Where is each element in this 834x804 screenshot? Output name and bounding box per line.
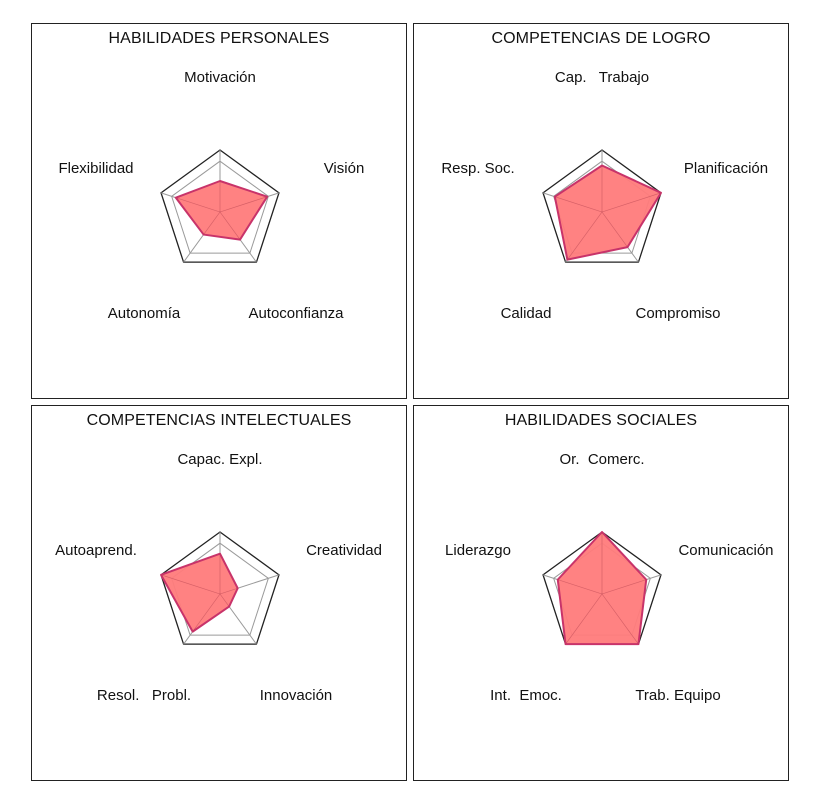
- axis-label: Resol. Probl.: [97, 687, 191, 704]
- radar-spoke-overlay: [219, 196, 268, 213]
- radar-data-area: [553, 164, 662, 261]
- chart-title: HABILIDADES PERSONALES: [108, 30, 330, 47]
- radar-spoke-overlay: [219, 587, 238, 595]
- radar-panel-logro: COMPETENCIAS DE LOGRO Cap. Trabajo Planif…: [413, 23, 789, 399]
- axis-label: Or. Comerc.: [559, 451, 644, 468]
- radar-spoke-overlay: [601, 593, 639, 645]
- axis-label: Liderazgo: [445, 542, 511, 559]
- axis-label: Visión: [324, 160, 365, 177]
- radar-chart: Or. Comerc. Comunicación Trab. Equipo Int. …: [445, 451, 773, 704]
- chart-title: COMPETENCIAS INTELECTUALES: [86, 412, 352, 429]
- radar-spoke-overlay: [567, 211, 603, 260]
- axis-label: Comunicación: [678, 542, 773, 559]
- radar-chart: Cap. Trabajo Planificación Compromiso Calid…: [441, 69, 768, 322]
- radar-grid-inner: [171, 160, 269, 254]
- radar-spoke-overlay: [601, 579, 647, 595]
- axis-label: Innovación: [260, 687, 333, 704]
- chart-title: COMPETENCIAS DE LOGRO: [491, 30, 711, 47]
- radar-spoke-overlay: [203, 211, 221, 235]
- radar-panel-sociales: HABILIDADES SOCIALES Or. Comerc. Comunica…: [413, 405, 789, 781]
- radar-grid-outer: [160, 149, 280, 263]
- radar-spoke-overlay: [175, 197, 221, 213]
- radar-data-area: [160, 552, 239, 633]
- radar-spoke-overlay: [557, 579, 603, 595]
- axis-label: Int. Emoc.: [490, 687, 562, 704]
- radar-spoke-overlay: [601, 211, 628, 248]
- radar-chart: Capac. Expl. Creatividad Innovación Resol. …: [55, 451, 382, 704]
- axis-label: Autonomía: [108, 305, 181, 322]
- radar-panel-personales: HABILIDADES PERSONALES Motivación Visión A…: [31, 23, 407, 399]
- axis-label: Compromiso: [635, 305, 720, 322]
- radar-spoke-overlay: [160, 574, 221, 595]
- radar-grid-outer: [542, 149, 662, 263]
- axis-label: Resp. Soc.: [441, 160, 514, 177]
- radar-spoke-overlay: [554, 196, 603, 213]
- radar-spoke-overlay: [192, 593, 221, 632]
- axis-label: Cap. Trabajo: [555, 69, 649, 86]
- axis-label: Calidad: [501, 305, 552, 322]
- radar-spoke-overlay: [219, 593, 230, 607]
- axis-label: Planificación: [684, 160, 768, 177]
- radar-spoke-overlay: [565, 593, 603, 645]
- radar-panel-intelectuales: COMPETENCIAS INTELECTUALES Capac. Expl. C…: [31, 405, 407, 781]
- axis-label: Flexibilidad: [58, 160, 133, 177]
- axis-label: Autoconfianza: [248, 305, 344, 322]
- axis-label: Capac. Expl.: [177, 451, 262, 468]
- axis-label: Trab. Equipo: [635, 687, 720, 704]
- axis-label: Autoaprend.: [55, 542, 137, 559]
- radar-chart: Motivación Visión Autoconfianza Autonomía Fl…: [58, 69, 365, 322]
- radar-spoke-overlay: [219, 211, 241, 240]
- axis-label: Motivación: [184, 69, 256, 86]
- radar-grid-outer: [160, 531, 280, 645]
- radar-data-area: [174, 180, 269, 241]
- chart-title: HABILIDADES SOCIALES: [504, 412, 698, 429]
- radar-spoke-overlay: [601, 192, 662, 213]
- axis-label: Creatividad: [306, 542, 382, 559]
